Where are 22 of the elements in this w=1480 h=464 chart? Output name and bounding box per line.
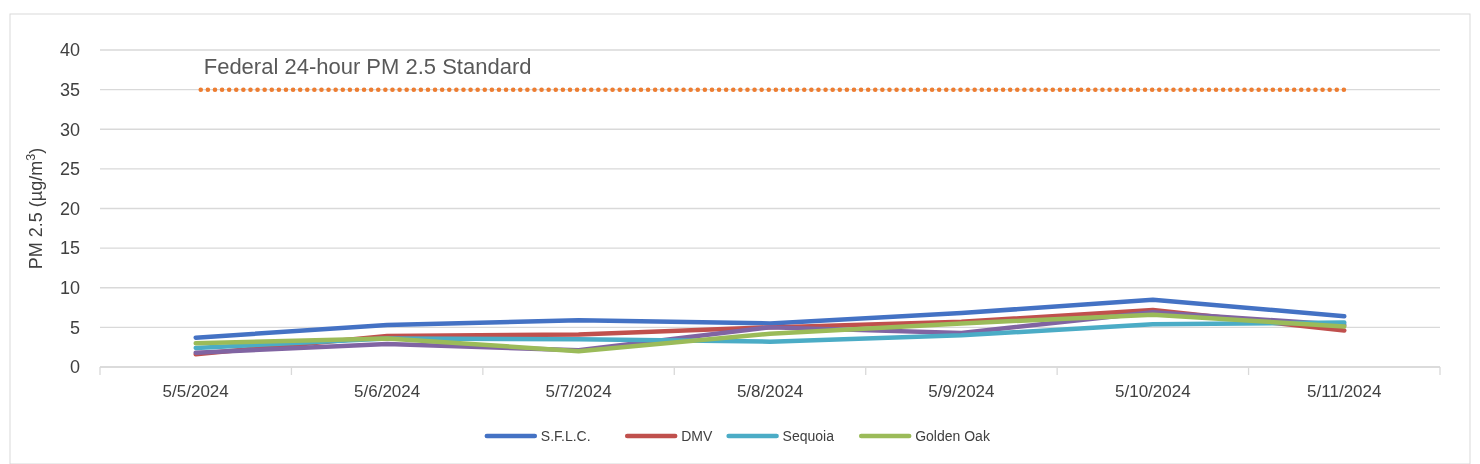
y-tick-label: 10 [59,278,80,299]
y-tick-label: 0 [69,357,80,378]
x-tick-label: 5/10/2024 [1115,382,1191,401]
y-tick-label: 25 [59,159,80,180]
x-tick-label: 5/8/2024 [736,382,804,401]
x-tick-label: 5/9/2024 [928,382,995,401]
x-tick-label: 5/7/2024 [545,382,612,401]
y-tick-label: 40 [59,40,80,61]
x-tick-label: 5/6/2024 [354,382,421,401]
y-tick-label: 30 [59,119,80,140]
legend-label: Golden Oak [915,427,991,444]
legend-label: DMV [681,427,713,444]
x-tick-label: 5/5/2024 [162,382,229,401]
y-tick-label: 5 [69,317,80,338]
legend-label: Sequoia [782,427,835,444]
legend-label: S.F.L.C. [540,427,591,444]
y-tick-label: 35 [59,79,80,100]
ref-line-label: Federal 24-hour PM 2.5 Standard [203,53,532,79]
y-tick-label: 15 [59,238,80,259]
y-tick-label: 20 [59,198,80,219]
line-series [193,297,1347,340]
x-tick-label: 5/11/2024 [1307,382,1382,401]
